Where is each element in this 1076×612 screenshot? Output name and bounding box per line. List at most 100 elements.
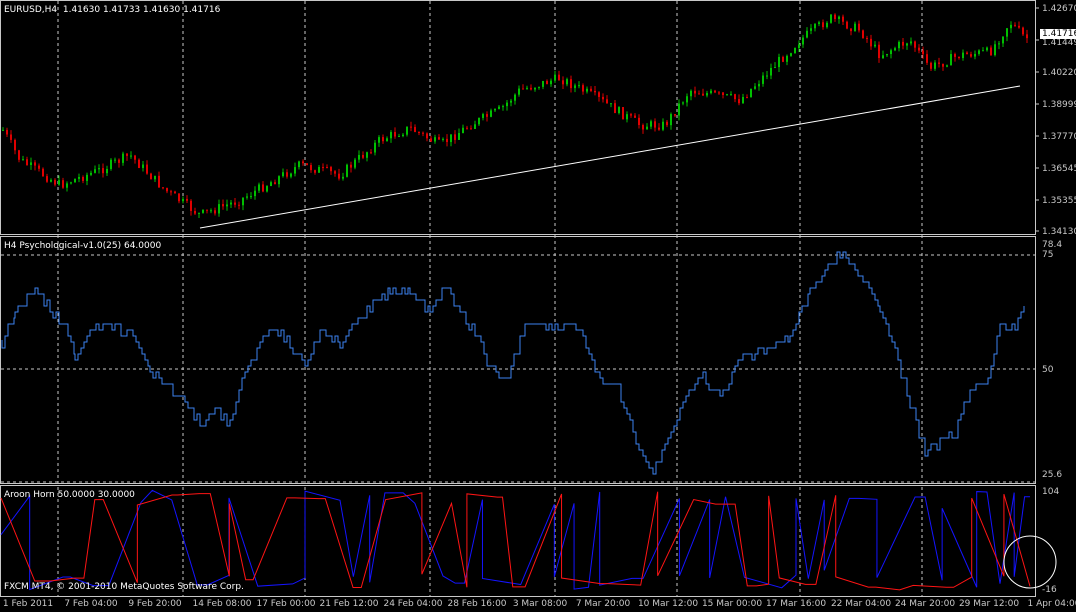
candle-body: [314, 170, 316, 173]
candle-body: [662, 121, 664, 130]
candle-body: [610, 103, 612, 105]
price-axis-label: 1.34130: [1042, 227, 1076, 237]
candle-body: [638, 117, 640, 126]
candle-body: [18, 150, 20, 160]
candle-body: [878, 44, 880, 59]
candle-body: [30, 162, 32, 165]
candle-body: [550, 80, 552, 85]
candle-body: [158, 175, 160, 188]
candle-body: [678, 103, 680, 116]
candle-body: [498, 106, 500, 109]
candle-body: [390, 132, 392, 139]
candle-body: [334, 171, 336, 174]
candle-body: [994, 44, 996, 56]
candle-body: [846, 21, 848, 29]
candle-body: [614, 103, 616, 114]
candle-body: [750, 88, 752, 98]
candle-body: [318, 166, 320, 173]
candle-body: [306, 163, 308, 166]
candle-body: [182, 198, 184, 202]
time-axis-label: 24 Feb 04:00: [383, 599, 443, 609]
candle-body: [10, 134, 12, 140]
candle-body: [130, 155, 132, 157]
candle-body: [538, 86, 540, 88]
candle-body: [598, 92, 600, 97]
candle-body: [774, 67, 776, 69]
symbol-timeframe: EURUSD,H4: [4, 5, 58, 15]
psy-panel-frame: [0, 236, 1036, 484]
candle-body: [6, 129, 8, 135]
aroon-down-line: [0, 491, 1031, 591]
candle-body: [634, 115, 636, 118]
candle-body: [58, 180, 60, 185]
candle-body: [110, 159, 112, 169]
price-axis-label: 1.35355: [1042, 196, 1076, 206]
candle-body: [206, 209, 208, 211]
aroon-indicator-label: Aroon Horn 50.0000 30.0000: [4, 490, 135, 500]
candle-body: [126, 153, 128, 156]
price-axis-label: 1.41449: [1042, 38, 1076, 48]
candle-body: [34, 162, 36, 166]
candle-body: [362, 154, 364, 158]
candle-body: [590, 88, 592, 91]
candle-body: [330, 167, 332, 172]
symbol-label: EURUSD,H4 1.41630 1.41733 1.41630 1.4171…: [4, 5, 220, 15]
candle-body: [530, 87, 532, 90]
candle-body: [446, 138, 448, 143]
candle-body: [646, 126, 648, 130]
time-axis-label: 21 Feb 12:00: [319, 599, 379, 609]
candle-body: [754, 86, 756, 89]
price-axis-label: 1.37770: [1042, 132, 1076, 142]
candle-body: [382, 137, 384, 142]
candle-body: [274, 182, 276, 185]
candle-body: [210, 210, 212, 212]
candle-body: [270, 182, 272, 187]
candle-body: [294, 167, 296, 174]
price-axis-label: 1.40220: [1042, 68, 1076, 78]
candle-body: [414, 127, 416, 132]
candle-body: [122, 153, 124, 163]
candle-body: [890, 50, 892, 55]
candle-body: [138, 159, 140, 168]
candle-body: [706, 93, 708, 96]
candle-body: [758, 83, 760, 87]
candle-body: [762, 75, 764, 84]
candle-body: [442, 138, 444, 140]
candle-body: [542, 80, 544, 87]
candle-body: [742, 97, 744, 104]
candle-body: [934, 62, 936, 69]
candle-body: [262, 184, 264, 192]
candle-body: [118, 159, 120, 163]
time-axis-label: 1 Apr 04:00: [1027, 599, 1076, 609]
candle-body: [782, 56, 784, 62]
candle-body: [546, 80, 548, 85]
candle-body: [670, 114, 672, 126]
candle-body: [150, 173, 152, 180]
time-axis-label: 24 Mar 20:00: [894, 599, 956, 609]
candle-body: [438, 137, 440, 140]
candle-body: [578, 85, 580, 87]
psy-axis-label: 78.4: [1042, 240, 1063, 250]
candle-body: [594, 90, 596, 93]
candle-body: [1006, 28, 1008, 37]
candle-body: [534, 87, 536, 90]
candle-body: [82, 176, 84, 181]
candle-body: [986, 47, 988, 51]
candle-body: [322, 166, 324, 168]
candle-body: [510, 100, 512, 103]
psy-axis-label: 25.6: [1042, 470, 1063, 480]
time-axis-label: 10 Mar 12:00: [637, 599, 699, 609]
candle-body: [170, 191, 172, 193]
candle-body: [798, 44, 800, 48]
candle-body: [22, 159, 24, 161]
candle-body: [914, 41, 916, 48]
candle-body: [450, 134, 452, 143]
candle-body: [870, 38, 872, 47]
candle-body: [910, 41, 912, 44]
candle-body: [350, 164, 352, 168]
candle-body: [790, 53, 792, 56]
candle-body: [954, 54, 956, 57]
candle-body: [886, 54, 888, 56]
